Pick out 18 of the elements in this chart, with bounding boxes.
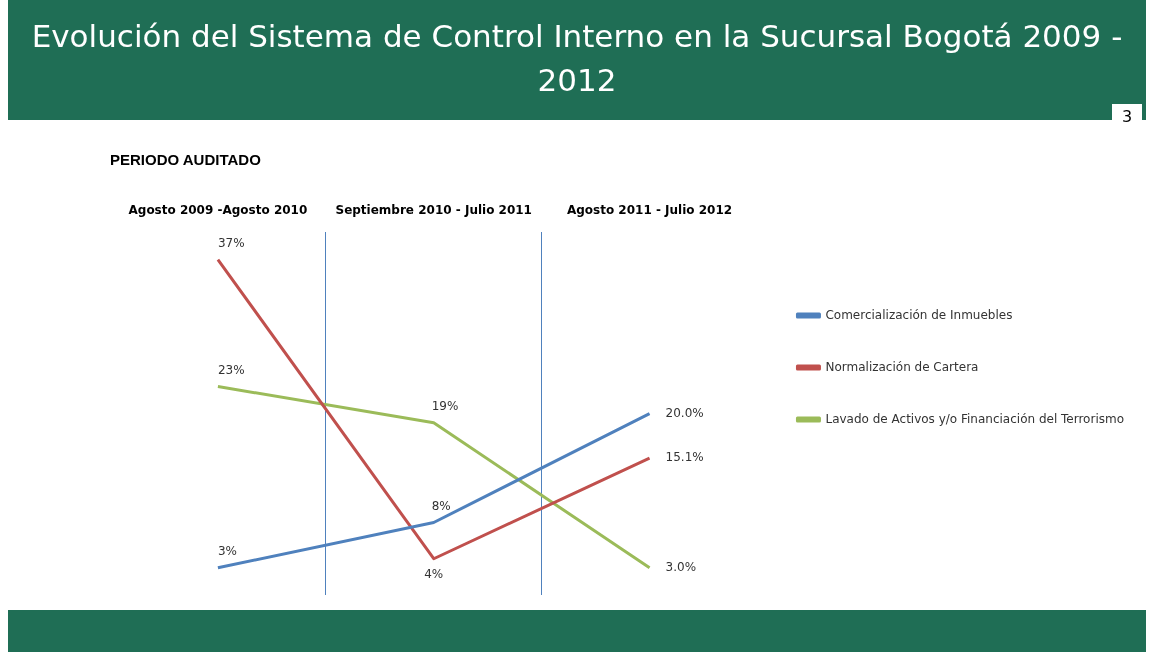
data-label: 3% — [217, 543, 237, 558]
data-label: 20.0% — [665, 405, 704, 420]
chart-title: Evolución del Sistema de Control Interno en la Sucursal Bogotá 2009 - 2012 — [30, 17, 1124, 100]
data-label: 4% — [424, 566, 444, 581]
x-tick-label: Agosto 2011 - Julio 2012 — [566, 203, 733, 218]
data-label: 37% — [217, 235, 245, 250]
data-label: 8% — [431, 498, 451, 513]
chart-subtitle: PERIODO AUDITADO — [110, 151, 262, 169]
data-label: 23% — [217, 362, 245, 377]
text: 3 — [1112, 104, 1142, 130]
legend-label: Normalización de Cartera — [825, 359, 979, 374]
legend-label: Lavado de Activos y/o Financiación del Terrorismo — [825, 411, 1125, 426]
x-tick-label: Agosto 2009 -Agosto 2010 — [128, 203, 308, 218]
x-tick-label: Septiembre 2010 - Julio 2011 — [335, 203, 532, 218]
data-label: 3.0% — [665, 559, 697, 574]
data-label: 19% — [431, 398, 459, 413]
data-label: 15.1% — [665, 450, 704, 465]
legend-label: Comercialización de Inmuebles — [825, 307, 1013, 322]
